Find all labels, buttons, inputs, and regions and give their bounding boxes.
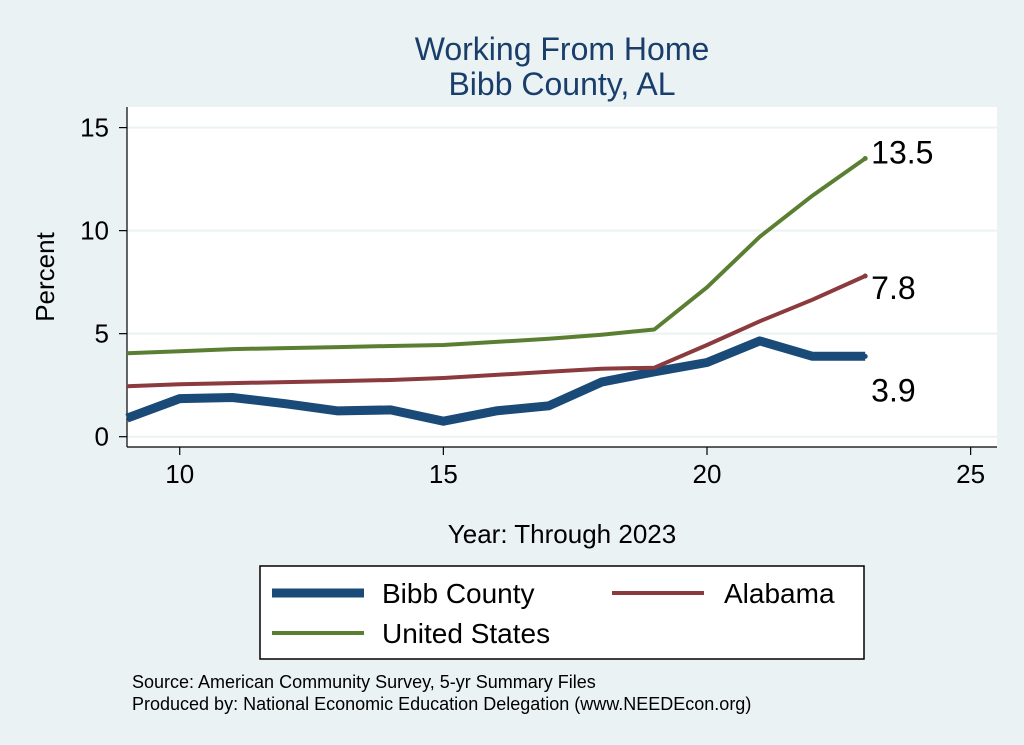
end-labels: 3.9 7.8 13.5 [871, 135, 933, 409]
end-label-united-states: 13.5 [871, 135, 933, 171]
y-tick-label-15: 15 [80, 113, 109, 143]
x-tick-label-25: 25 [956, 459, 985, 489]
series-lines [125, 156, 868, 426]
x-tick-label-10: 10 [165, 459, 194, 489]
legend-label-bibb-county: Bibb County [382, 578, 535, 609]
series-line-bibb-county [125, 336, 866, 426]
y-axis-title: Percent [30, 231, 60, 321]
chart-title-line-1: Working From Home [415, 31, 710, 67]
series-end-point-bibb-county [862, 353, 868, 359]
y-tick-label-0: 0 [95, 422, 109, 452]
y-tick-label-5: 5 [95, 319, 109, 349]
legend-box [259, 565, 865, 660]
end-label-alabama: 7.8 [871, 270, 915, 306]
series-end-point-alabama [862, 273, 868, 279]
series-line-alabama [126, 274, 867, 389]
x-tick-label-15: 15 [429, 459, 458, 489]
legend: Bibb County Alabama United States [259, 565, 865, 660]
x-axis-title: Year: Through 2023 [448, 519, 676, 549]
producer-note: Produced by: National Economic Education… [132, 694, 751, 714]
series-end-point-united-states [862, 156, 868, 162]
source-note: Source: American Community Survey, 5-yr … [132, 672, 596, 692]
plot-area [127, 107, 997, 447]
series-line-united-states [126, 156, 867, 356]
y-tick-label-10: 10 [80, 216, 109, 246]
end-label-bibb-county: 3.9 [871, 372, 915, 408]
grid-lines [127, 126, 997, 438]
legend-label-alabama: Alabama [724, 578, 835, 609]
axes: 0 5 10 15 10 15 20 25 [80, 107, 997, 489]
legend-label-united-states: United States [382, 618, 550, 649]
chart-title-line-2: Bibb County, AL [448, 66, 675, 102]
x-tick-label-20: 20 [693, 459, 722, 489]
